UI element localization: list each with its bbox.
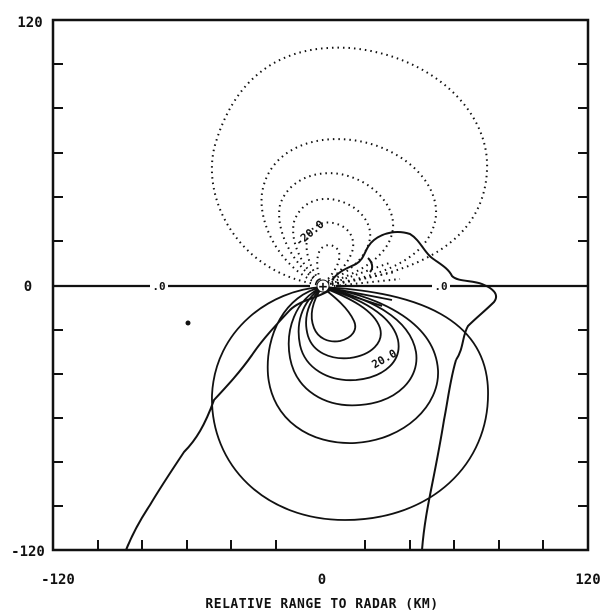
radar-marker: + [316,279,330,295]
negative-contour-2 [260,138,438,287]
radar-marker-symbol: + [319,279,327,295]
stray-dot [185,320,191,326]
contour-label-upper: -20.0 [293,218,327,249]
radar-marker-dot [316,279,330,293]
positive-contour-5 [305,285,382,360]
coastline-east [421,359,457,551]
x-tick-label-zero: 0 [318,572,326,588]
negative-contour-6 [316,244,341,287]
positive-contours [211,285,489,521]
negative-contour-outer [210,46,489,287]
positive-contour-6 [310,285,357,343]
positive-streak-2 [329,287,393,301]
negative-contours [210,46,489,287]
negative-streak-2 [331,271,396,286]
ticks [53,19,588,550]
positive-streak-1 [327,287,383,307]
positive-contour-2 [266,286,439,444]
contour-label-zero-left: .0 [152,280,165,293]
positive-contour-4 [297,286,400,381]
coastline [125,231,498,551]
x-tick-label-right: 120 [575,572,600,588]
positive-contour-3 [287,286,418,407]
y-tick-label-bottom: -120 [11,544,45,560]
contour-label-zero-right: .0 [434,280,447,293]
coastline-northeast [331,231,498,361]
coastline-west [125,289,331,551]
negative-contour-3 [278,172,395,287]
coastline-islet [367,257,374,273]
contour-label-lower: 20.0 [370,347,399,372]
x-tick-label-left: -120 [41,572,75,588]
y-tick-label-top: 120 [17,15,42,31]
y-tick-label-zero: 0 [24,279,32,295]
x-axis-title: RELATIVE RANGE TO RADAR (KM) [205,597,438,612]
negative-streak-3 [333,278,401,287]
